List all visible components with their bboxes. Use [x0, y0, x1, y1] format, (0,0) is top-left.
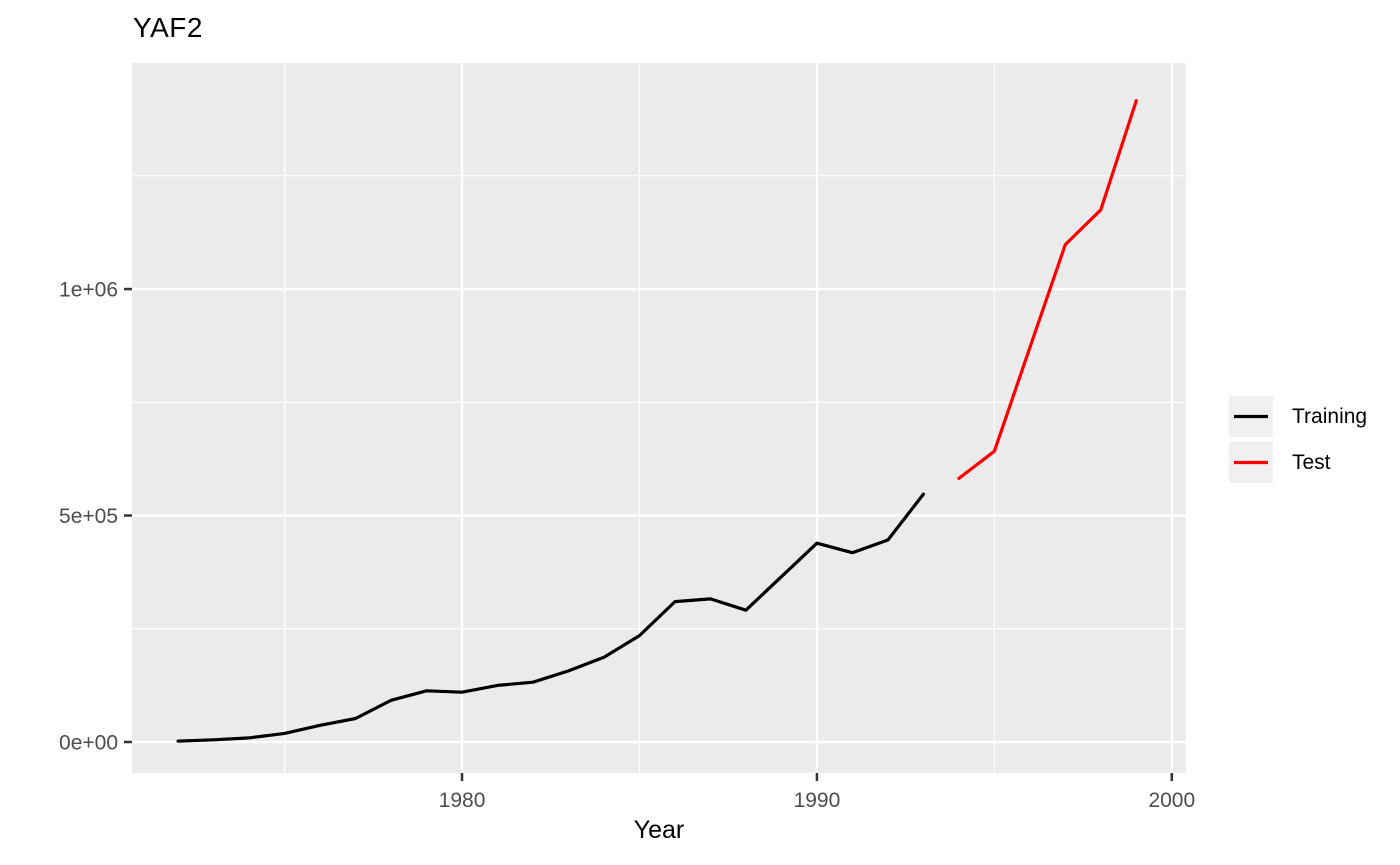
y-tick-label: 5e+05	[59, 505, 118, 528]
y-tick-label: 1e+06	[59, 279, 118, 302]
y-tick-label: 0e+00	[59, 732, 118, 755]
test-line-swatch-icon	[1234, 460, 1268, 465]
legend-key-training	[1229, 396, 1273, 437]
training-line-swatch-icon	[1234, 414, 1268, 419]
legend-label-training: Training	[1292, 404, 1368, 428]
legend-item-training: Training	[1229, 396, 1367, 437]
legend-item-test: Test	[1229, 442, 1367, 483]
x-tick-label: 1990	[794, 789, 841, 812]
series-line-training	[176, 492, 926, 743]
panel-background	[132, 63, 1186, 773]
legend: Training Test	[1229, 396, 1367, 488]
legend-label-test: Test	[1292, 450, 1331, 474]
series-line-test	[957, 98, 1138, 480]
x-axis-title: Year	[633, 816, 685, 844]
x-tick-label: 2000	[1148, 789, 1195, 812]
x-tick-label: 1980	[439, 789, 486, 812]
chart-title: YAF2	[133, 12, 203, 43]
legend-key-test	[1229, 442, 1273, 483]
